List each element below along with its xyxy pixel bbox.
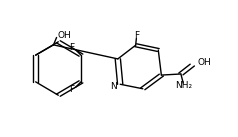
Text: OH: OH <box>198 58 211 67</box>
Text: N: N <box>110 82 117 91</box>
Text: F: F <box>69 85 74 94</box>
Text: F: F <box>69 43 74 52</box>
Text: F: F <box>134 31 139 40</box>
Text: OH: OH <box>57 31 71 39</box>
Text: NH₂: NH₂ <box>175 81 192 90</box>
